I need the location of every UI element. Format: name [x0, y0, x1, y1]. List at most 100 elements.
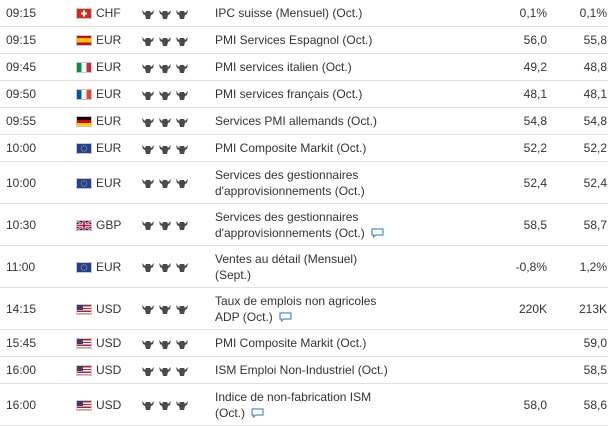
table-row[interactable]: 16:00 USD ISM Emploi Non-Industriel (Oct…	[0, 356, 608, 384]
event-name-line2[interactable]: d'approvisionnements (Oct.)	[215, 183, 365, 198]
forecast-value: 58,6	[547, 383, 608, 426]
event-time: 14:15	[0, 287, 76, 330]
bull-icon	[176, 339, 188, 349]
event-name[interactable]: Ventes au détail (Mensuel)	[215, 251, 358, 266]
event-name-cell[interactable]: Services des gestionnaires d'approvision…	[215, 161, 479, 204]
table-row[interactable]: 14:15 USD Taux de emplois non agricoles …	[0, 287, 608, 330]
event-name[interactable]: PMI Services Espagnol (Oct.)	[215, 33, 373, 47]
event-name-cell[interactable]: ISM Emploi Non-Industriel (Oct.)	[215, 356, 479, 384]
actual-value: 48,1	[479, 80, 547, 108]
table-row[interactable]: 09:50 EUR PMI services français (Oct.) 4…	[0, 80, 608, 108]
event-name[interactable]: Indice de non-fabrication ISM	[215, 389, 372, 404]
comment-icon[interactable]	[251, 408, 264, 419]
importance-rating	[141, 80, 215, 108]
actual-value: 52,4	[479, 161, 547, 204]
event-time: 10:30	[0, 203, 76, 246]
importance-rating	[141, 134, 215, 162]
event-name[interactable]: PMI Composite Markit (Oct.)	[215, 141, 367, 155]
bull-icon	[176, 179, 188, 189]
event-name-cell[interactable]: PMI Composite Markit (Oct.)	[215, 329, 479, 357]
flag-cell	[76, 356, 96, 384]
table-row[interactable]: 15:45 USD PMI Composite Markit (Oct.) 59…	[0, 329, 608, 357]
currency-code: EUR	[96, 26, 141, 54]
event-time: 10:00	[0, 161, 76, 204]
forecast-value: 48,1	[547, 80, 608, 108]
bull-icon	[176, 36, 188, 46]
bull-icon	[176, 117, 188, 127]
comment-icon[interactable]	[371, 228, 384, 239]
event-name-cell[interactable]: Services PMI allemands (Oct.)	[215, 107, 479, 135]
forecast-value: 58,7	[547, 203, 608, 246]
currency-code: EUR	[96, 161, 141, 204]
eu-flag-icon	[76, 143, 92, 155]
actual-value	[479, 356, 547, 384]
importance-rating	[141, 329, 215, 357]
us-flag-icon	[76, 399, 92, 411]
bull-icon	[142, 144, 154, 154]
currency-code: EUR	[96, 107, 141, 135]
event-time: 11:00	[0, 245, 76, 288]
event-name-line2[interactable]: ADP (Oct.)	[215, 309, 273, 324]
table-row[interactable]: 09:15 CHF IPC suisse (Mensuel) (Oct.) 0,…	[0, 0, 608, 27]
event-name-cell[interactable]: Indice de non-fabrication ISM (Oct.)	[215, 383, 479, 426]
event-name[interactable]: IPC suisse (Mensuel) (Oct.)	[215, 6, 363, 20]
table-row[interactable]: 09:55 EUR Services PMI allemands (Oct.) …	[0, 107, 608, 135]
table-row[interactable]: 09:45 EUR PMI services italien (Oct.) 49…	[0, 53, 608, 81]
event-name-cell[interactable]: Services des gestionnaires d'approvision…	[215, 203, 479, 246]
bull-icon	[176, 9, 188, 19]
event-name-cell[interactable]: IPC suisse (Mensuel) (Oct.)	[215, 0, 479, 27]
event-name-cell[interactable]: PMI Services Espagnol (Oct.)	[215, 26, 479, 54]
bull-icon	[159, 366, 171, 376]
event-name-cell[interactable]: PMI services français (Oct.)	[215, 80, 479, 108]
event-name[interactable]: PMI services italien (Oct.)	[215, 60, 352, 74]
bull-icon	[142, 366, 154, 376]
event-name-cell[interactable]: Ventes au détail (Mensuel) (Sept.)	[215, 245, 479, 288]
event-name-line2[interactable]: (Sept.)	[215, 267, 252, 282]
event-name-line2[interactable]: d'approvisionnements (Oct.)	[215, 225, 365, 240]
table-row[interactable]: 16:00 USD Indice de non-fabrication ISM …	[0, 383, 608, 426]
it-flag-icon	[76, 62, 92, 74]
currency-code: EUR	[96, 245, 141, 288]
flag-cell	[76, 80, 96, 108]
comment-icon[interactable]	[279, 312, 292, 323]
event-name[interactable]: ISM Emploi Non-Industriel (Oct.)	[215, 363, 388, 377]
flag-cell	[76, 134, 96, 162]
table-row[interactable]: 10:00 EUR PMI Composite Markit (Oct.) 52…	[0, 134, 608, 162]
event-name[interactable]: Services des gestionnaires	[215, 167, 359, 182]
table-row[interactable]: 11:00 EUR Ventes au détail (Mensuel) (Se…	[0, 245, 608, 288]
currency-code: USD	[96, 356, 141, 384]
event-name[interactable]: Services des gestionnaires	[215, 209, 359, 224]
bull-icon	[159, 401, 171, 411]
bull-icon	[142, 401, 154, 411]
ch-flag-icon	[76, 8, 92, 20]
bull-icon	[142, 63, 154, 73]
event-name[interactable]: PMI services français (Oct.)	[215, 87, 363, 101]
event-name-cell[interactable]: PMI Composite Markit (Oct.)	[215, 134, 479, 162]
event-name-cell[interactable]: PMI services italien (Oct.)	[215, 53, 479, 81]
table-row[interactable]: 09:15 EUR PMI Services Espagnol (Oct.) 5…	[0, 26, 608, 54]
actual-value: 49,2	[479, 53, 547, 81]
currency-code: EUR	[96, 80, 141, 108]
table-row[interactable]: 10:00 EUR Services des gestionnaires d'a…	[0, 161, 608, 204]
actual-value	[479, 329, 547, 357]
event-name-line2[interactable]: (Oct.)	[215, 405, 245, 420]
importance-rating	[141, 356, 215, 384]
event-name-cell[interactable]: Taux de emplois non agricoles ADP (Oct.)	[215, 287, 479, 330]
table-row[interactable]: 10:30 GBP Services des gestionnaires d'a…	[0, 203, 608, 246]
us-flag-icon	[76, 338, 92, 350]
importance-rating	[141, 161, 215, 204]
bull-icon	[159, 9, 171, 19]
event-name[interactable]: Services PMI allemands (Oct.)	[215, 114, 378, 128]
us-flag-icon	[76, 303, 92, 315]
bull-icon	[159, 144, 171, 154]
actual-value: 58,5	[479, 203, 547, 246]
bull-icon	[142, 179, 154, 189]
event-time: 09:50	[0, 80, 76, 108]
flag-cell	[76, 26, 96, 54]
event-time: 16:00	[0, 383, 76, 426]
event-name[interactable]: PMI Composite Markit (Oct.)	[215, 336, 367, 350]
forecast-value: 52,2	[547, 134, 608, 162]
event-name[interactable]: Taux de emplois non agricoles	[215, 293, 377, 308]
bull-icon	[176, 90, 188, 100]
currency-code: USD	[96, 383, 141, 426]
